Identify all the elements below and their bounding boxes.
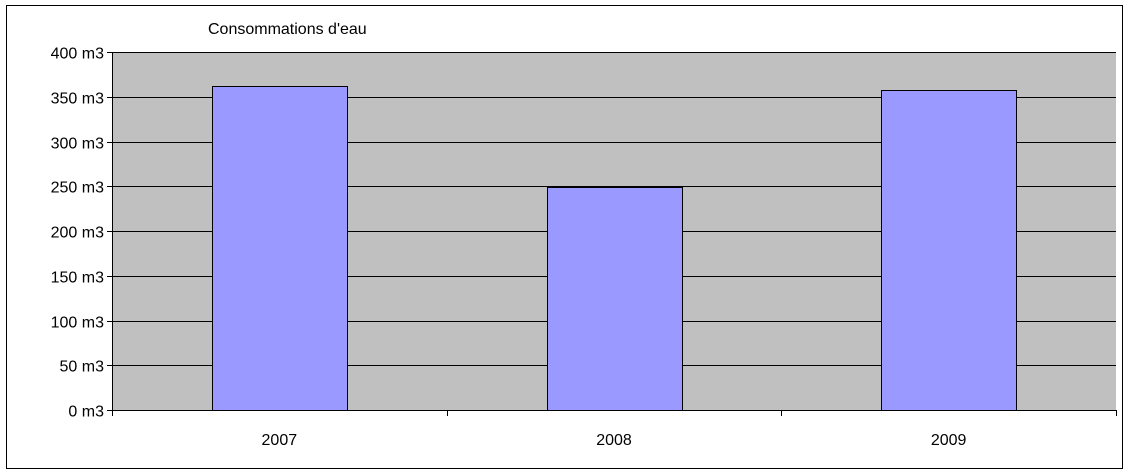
bar <box>547 187 683 411</box>
x-tick-label: 2009 <box>931 432 967 449</box>
chart-title: Consommations d'eau <box>208 21 367 38</box>
y-tick-label: 0 m3 <box>68 404 104 421</box>
y-tick-label: 100 m3 <box>51 315 104 332</box>
y-tick-label: 150 m3 <box>51 270 104 287</box>
y-tick-label: 350 m3 <box>51 91 104 108</box>
y-tick-label: 200 m3 <box>51 225 104 242</box>
x-tick-label: 2007 <box>262 432 298 449</box>
bar <box>212 86 348 411</box>
y-tick-label: 250 m3 <box>51 180 104 197</box>
y-tick-label: 50 m3 <box>60 359 105 376</box>
y-tick-label: 300 m3 <box>51 136 104 153</box>
y-tick-label: 400 m3 <box>51 46 104 63</box>
bar <box>881 90 1017 411</box>
x-tick-label: 2008 <box>596 432 632 449</box>
